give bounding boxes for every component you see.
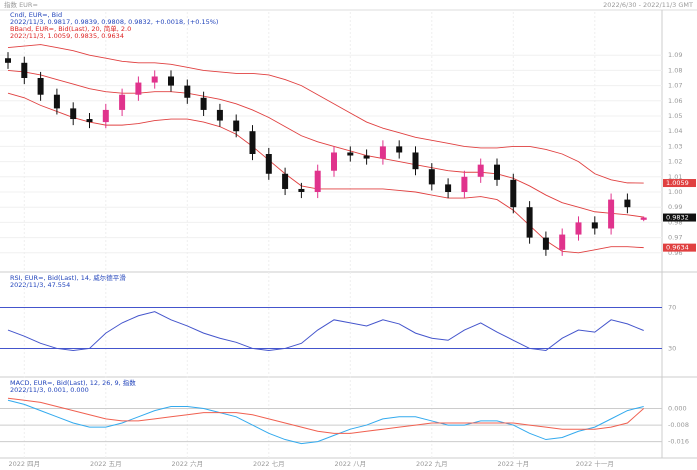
candle-body	[640, 217, 647, 220]
x-tick-label: 2022 十一月	[576, 459, 614, 468]
candle-body	[184, 85, 191, 98]
candle-body	[412, 152, 419, 170]
y-tick-label: 30	[668, 344, 676, 352]
candle-body	[70, 108, 77, 120]
series-line	[7, 311, 644, 352]
candle-body	[5, 58, 11, 63]
candle-body	[102, 109, 109, 123]
bands-subtitle: 2022/11/3, 1.0059, 0.9835, 0.9634	[10, 32, 124, 40]
y-tick-label: 1.00	[668, 188, 682, 196]
candle-body	[265, 154, 272, 174]
y-tick-label: 1.04	[668, 127, 682, 135]
band-line	[7, 69, 644, 218]
y-tick-label: 1.09	[668, 51, 682, 59]
candle-body	[461, 176, 468, 192]
candle-body	[575, 222, 582, 235]
candle-body	[168, 76, 174, 86]
band-line	[7, 44, 644, 184]
value-box	[663, 213, 696, 222]
page-title: 指数 EUR=	[4, 0, 38, 9]
candle-body	[282, 173, 289, 189]
y-tick-label: 0.98	[668, 218, 682, 226]
candle-body	[233, 120, 240, 132]
candle-body	[428, 169, 435, 185]
candle-body	[396, 146, 403, 153]
candle-body	[608, 199, 615, 229]
candle-body	[510, 179, 517, 208]
candle-body	[542, 237, 549, 250]
panel-title: MACD, EUR=, Bid(Last), 12, 26, 9, 指数	[10, 378, 136, 387]
candle-body	[37, 78, 44, 95]
series-line	[7, 397, 645, 434]
y-tick-label: -0.016	[668, 438, 689, 446]
x-tick-label: 2022 四月	[8, 460, 40, 468]
candle-body	[53, 94, 60, 109]
band-line	[7, 92, 644, 254]
y-tick-label: -0.008	[668, 421, 689, 429]
candle-body	[200, 97, 207, 110]
candle-body	[298, 188, 305, 192]
candle-body	[86, 119, 93, 123]
y-tick-label: 1.03	[668, 142, 682, 150]
y-tick-label: 0.97	[668, 234, 682, 242]
candle-body	[331, 152, 337, 171]
value-box	[663, 243, 696, 252]
candle-body	[151, 76, 158, 83]
x-tick-label: 2022 九月	[416, 459, 448, 468]
candle-body	[559, 234, 566, 250]
candle-body	[445, 184, 452, 192]
y-tick-label: 1.01	[668, 173, 682, 181]
panel-title: Cndl, EUR=, Bid	[10, 11, 62, 19]
x-tick-label: 2022 八月	[334, 460, 366, 468]
candle-body	[526, 207, 533, 238]
y-tick-label: 1.06	[668, 97, 682, 105]
y-tick-label: 1.07	[668, 82, 682, 90]
series-line	[7, 399, 644, 445]
y-tick-label: 70	[668, 304, 676, 312]
y-tick-label: 0.96	[668, 249, 682, 257]
x-tick-label: 2022 五月	[90, 460, 122, 468]
x-tick-label: 2022 七月	[253, 459, 285, 468]
y-tick-label: 1.05	[668, 112, 682, 120]
x-tick-label: 2022 六月	[171, 459, 203, 468]
x-tick-label: 2022 十月	[497, 459, 529, 468]
candle-body	[21, 62, 28, 78]
candle-body	[249, 131, 256, 154]
candle-body	[477, 164, 484, 177]
value-box	[663, 179, 696, 188]
candle-body	[119, 94, 126, 110]
candle-body	[494, 164, 500, 180]
candle-body	[379, 146, 386, 159]
bands-title: BBand, EUR=, Bid(Last), 20, 简单, 2.0	[10, 24, 131, 33]
date-range: 2022/6/30 - 2022/11/3 GMT	[603, 1, 693, 9]
value-box-label: 0.9832	[666, 214, 689, 222]
panel-subtitle: 2022/11/3, 0.001, 0.000	[10, 386, 89, 394]
candle-body	[347, 152, 354, 156]
panel-subtitle: 2022/11/3, 0.9817, 0.9839, 0.9808, 0.983…	[10, 18, 218, 26]
candle-body	[591, 222, 598, 229]
candle-body	[624, 199, 631, 208]
candle-body	[216, 109, 223, 121]
value-box-label: 1.0059	[666, 179, 689, 187]
value-box-label: 0.9634	[666, 244, 689, 252]
y-tick-label: 1.02	[668, 158, 682, 166]
y-tick-label: 1.08	[668, 66, 682, 74]
panel-subtitle: 2022/11/3, 47.554	[10, 281, 70, 289]
panel-title: RSI, EUR=, Bid(Last), 14, 威尔德平滑	[10, 273, 126, 282]
candle-body	[135, 82, 142, 95]
y-tick-label: 0.000	[668, 405, 687, 413]
candle-body	[363, 155, 370, 159]
y-tick-label: 0.99	[668, 203, 682, 211]
candle-body	[314, 170, 321, 192]
